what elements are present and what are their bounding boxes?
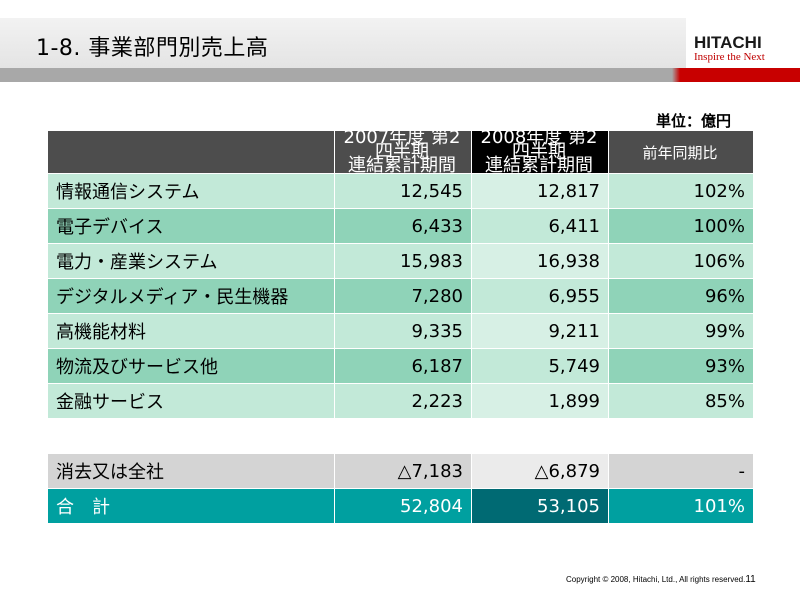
value-2008: 1,899 [471,383,609,419]
value-2008: 12,817 [471,173,609,209]
value-2007: 12,545 [334,173,472,209]
table-header-row: 2007年度 第2四半期 連結累計期間 2008年度 第2四半期 連結累計期間 … [48,129,754,174]
total-2007: 52,804 [334,488,472,524]
page-number: 11 [745,574,756,585]
logo-wordmark: HITACHI [694,33,762,52]
value-2007: 9,335 [334,313,472,349]
table-row: 金融サービス 2,223 1,899 85% [48,383,754,419]
elimination-2007: △7,183 [334,453,472,489]
table-row: 電力・産業システム 15,983 16,938 106% [48,243,754,279]
value-2007: 15,983 [334,243,472,279]
header-blank-cell [48,131,335,174]
table-row: 情報通信システム 12,545 12,817 102% [48,173,754,209]
value-2008: 6,955 [471,278,609,314]
elimination-2008: △6,879 [471,453,609,489]
segment-name: 情報通信システム [48,173,335,209]
segment-name: 電力・産業システム [48,243,335,279]
table-spacer [48,418,754,454]
total-2008: 53,105 [471,488,609,524]
total-ratio: 101% [608,488,754,524]
title-box [0,18,686,68]
yoy-ratio: 85% [608,383,754,419]
spacer-cell [48,418,754,454]
value-2008: 6,411 [471,208,609,244]
total-name: 合 計 [48,488,335,524]
slide-header: 1-8. 事業部門別売上高 HITACHI Inspire the Next [0,0,800,68]
segment-name: 電子デバイス [48,208,335,244]
segment-name: 金融サービス [48,383,335,419]
slide-title: 1-8. 事業部門別売上高 [36,36,269,61]
value-2008: 9,211 [471,313,609,349]
table-row: デジタルメディア・民生機器 7,280 6,955 96% [48,278,754,314]
unit-label: 単位：億円 [656,112,732,130]
copyright-text: Copyright © 2008, Hitachi, Ltd., All rig… [566,575,746,584]
elimination-row: 消去又は全社 △7,183 △6,879 - [48,453,754,489]
hitachi-logo: HITACHI Inspire the Next [694,34,794,63]
total-row: 合 計 52,804 53,105 101% [48,488,754,524]
table-row: 物流及びサービス他 6,187 5,749 93% [48,348,754,384]
table-row: 高機能材料 9,335 9,211 99% [48,313,754,349]
header-divider-bar [0,68,800,82]
yoy-ratio: 100% [608,208,754,244]
yoy-ratio: 99% [608,313,754,349]
footer: Copyright © 2008, Hitachi, Ltd., All rig… [566,574,756,585]
segment-name: 物流及びサービス他 [48,348,335,384]
value-2007: 6,433 [334,208,472,244]
segment-name: デジタルメディア・民生機器 [48,278,335,314]
yoy-ratio: 106% [608,243,754,279]
header-col-2008: 2008年度 第2四半期 連結累計期間 [471,129,609,174]
value-2007: 7,280 [334,278,472,314]
yoy-ratio: 96% [608,278,754,314]
logo-tagline: Inspire the Next [694,51,765,63]
yoy-ratio: 93% [608,348,754,384]
yoy-ratio: 102% [608,173,754,209]
header-col-ratio: 前年同期比 [608,131,754,174]
value-2007: 6,187 [334,348,472,384]
header-col-2007: 2007年度 第2四半期 連結累計期間 [334,129,472,174]
table-row: 電子デバイス 6,433 6,411 100% [48,208,754,244]
value-2008: 16,938 [471,243,609,279]
segment-name: 高機能材料 [48,313,335,349]
elimination-ratio: - [608,453,754,489]
value-2007: 2,223 [334,383,472,419]
value-2008: 5,749 [471,348,609,384]
sales-table: 2007年度 第2四半期 連結累計期間 2008年度 第2四半期 連結累計期間 … [48,129,754,524]
elimination-name: 消去又は全社 [48,453,335,489]
